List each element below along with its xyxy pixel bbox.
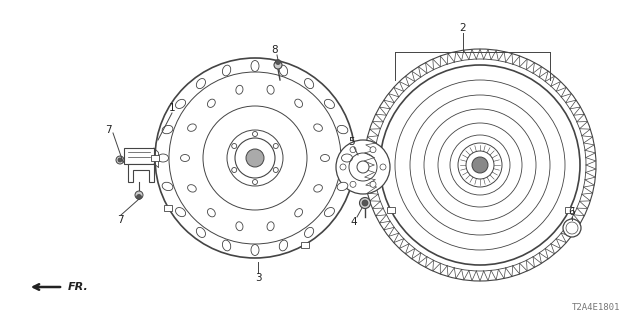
Ellipse shape xyxy=(305,228,314,237)
Ellipse shape xyxy=(162,125,173,134)
Text: T2A4E1801: T2A4E1801 xyxy=(572,303,620,313)
Ellipse shape xyxy=(279,240,287,251)
Circle shape xyxy=(273,167,278,172)
Circle shape xyxy=(232,167,237,172)
Text: 6: 6 xyxy=(569,207,575,217)
Ellipse shape xyxy=(223,65,231,76)
Circle shape xyxy=(563,219,581,237)
Circle shape xyxy=(357,161,369,173)
Circle shape xyxy=(466,151,494,179)
Bar xyxy=(301,242,309,248)
Circle shape xyxy=(336,140,390,194)
Ellipse shape xyxy=(314,185,323,192)
Circle shape xyxy=(273,143,278,148)
Ellipse shape xyxy=(175,207,186,217)
Ellipse shape xyxy=(188,124,196,131)
Text: 7: 7 xyxy=(105,125,111,135)
Ellipse shape xyxy=(207,209,215,217)
Bar xyxy=(164,205,172,211)
Circle shape xyxy=(118,158,122,162)
Ellipse shape xyxy=(188,185,196,192)
Ellipse shape xyxy=(180,155,189,162)
Ellipse shape xyxy=(162,182,173,191)
Circle shape xyxy=(235,138,275,178)
Ellipse shape xyxy=(157,154,168,162)
Ellipse shape xyxy=(279,65,287,76)
Circle shape xyxy=(155,58,355,258)
Ellipse shape xyxy=(305,78,314,89)
Ellipse shape xyxy=(295,99,303,108)
Circle shape xyxy=(350,181,356,187)
Circle shape xyxy=(380,164,386,170)
Text: 3: 3 xyxy=(255,273,261,283)
Circle shape xyxy=(116,156,124,164)
Text: FR.: FR. xyxy=(68,282,89,292)
Circle shape xyxy=(380,65,580,265)
Circle shape xyxy=(370,181,376,187)
Ellipse shape xyxy=(236,85,243,94)
Ellipse shape xyxy=(337,125,348,134)
Circle shape xyxy=(136,195,141,199)
Circle shape xyxy=(360,197,371,209)
Circle shape xyxy=(370,147,376,153)
Ellipse shape xyxy=(207,99,215,108)
Circle shape xyxy=(340,164,346,170)
Circle shape xyxy=(246,149,264,167)
Ellipse shape xyxy=(196,78,205,89)
Circle shape xyxy=(232,143,237,148)
Ellipse shape xyxy=(324,99,335,108)
Text: 4: 4 xyxy=(351,217,357,227)
Ellipse shape xyxy=(321,155,330,162)
Ellipse shape xyxy=(175,99,186,108)
Circle shape xyxy=(253,132,257,137)
Ellipse shape xyxy=(223,240,231,251)
Ellipse shape xyxy=(342,154,353,162)
Bar xyxy=(387,207,395,213)
Bar xyxy=(565,207,573,213)
Ellipse shape xyxy=(196,228,205,237)
Ellipse shape xyxy=(337,182,348,191)
Ellipse shape xyxy=(314,124,323,131)
Ellipse shape xyxy=(295,209,303,217)
Circle shape xyxy=(275,60,280,65)
Circle shape xyxy=(135,191,143,199)
Ellipse shape xyxy=(324,207,335,217)
Ellipse shape xyxy=(251,244,259,255)
Ellipse shape xyxy=(236,222,243,231)
Text: 2: 2 xyxy=(460,23,467,33)
Ellipse shape xyxy=(267,85,274,94)
Ellipse shape xyxy=(251,60,259,71)
Bar xyxy=(151,155,159,161)
Circle shape xyxy=(350,147,356,153)
Circle shape xyxy=(472,157,488,173)
Circle shape xyxy=(274,61,282,69)
Circle shape xyxy=(362,200,368,206)
Text: 7: 7 xyxy=(116,215,124,225)
Text: 8: 8 xyxy=(272,45,278,55)
Polygon shape xyxy=(124,148,154,164)
Circle shape xyxy=(253,180,257,185)
Text: 1: 1 xyxy=(169,103,175,113)
Polygon shape xyxy=(128,164,154,182)
Ellipse shape xyxy=(267,222,274,231)
Text: 5: 5 xyxy=(348,137,355,147)
